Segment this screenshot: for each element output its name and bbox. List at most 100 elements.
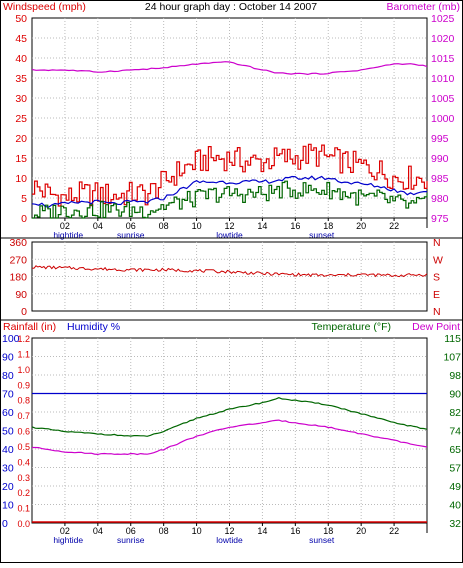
temp-x-tick-label: 20 — [356, 526, 366, 536]
temp-event-sunset: sunset — [309, 535, 335, 545]
wind-x-tick-label: 22 — [389, 221, 399, 231]
wind-x-tick-label: 04 — [93, 221, 103, 231]
temp-event-hightide: hightide — [53, 535, 83, 545]
wind-y-tick-label: 20 — [15, 133, 27, 145]
wind-gust-line — [31, 175, 427, 208]
temp-x-tick-label: 02 — [60, 526, 70, 536]
wind-y-tick-label: 40 — [15, 53, 27, 65]
wind-x-tick-label: 20 — [356, 221, 366, 231]
temp-x-tick-label: 12 — [224, 526, 234, 536]
baro-y-tick-label: 1005 — [431, 93, 455, 105]
temperature-y-tick-label: 115 — [444, 333, 461, 345]
temp-event-sunrise: sunrise — [117, 535, 145, 545]
wind-y-tick-label: 45 — [15, 33, 27, 45]
rainfall-y-tick-label: 0.5 — [17, 442, 30, 452]
wind-x-tick-label: 02 — [60, 221, 70, 231]
wind-x-tick-label: 16 — [290, 221, 300, 231]
direction-plot-frame — [31, 241, 428, 312]
temp-x-tick-label: 16 — [290, 526, 300, 536]
direction-y-tick-label: 180 — [9, 272, 27, 284]
rainfall-y-tick-label: 1.0 — [17, 365, 30, 375]
rainfall-y-tick-label: 0.7 — [17, 411, 30, 421]
compass-tick-label: W — [433, 254, 443, 266]
humidity-y-tick-label: 70 — [2, 389, 14, 401]
wind-y-tick-label: 25 — [15, 113, 27, 125]
wind-y-tick-label: 0 — [21, 213, 27, 225]
temperature-y-tick-label: 32 — [449, 518, 461, 530]
temperature-y-tick-label: 65 — [449, 444, 461, 456]
humidity-y-tick-label: 0 — [2, 518, 8, 530]
wind-event-sunrise: sunrise — [117, 230, 145, 240]
baro-y-tick-label: 985 — [431, 173, 449, 185]
compass-tick-label: S — [433, 272, 440, 284]
temperature-y-tick-label: 74 — [449, 426, 461, 438]
baro-y-tick-label: 1020 — [431, 33, 455, 45]
rainfall-y-tick-label: 0.6 — [17, 427, 30, 437]
humidity-y-tick-label: 20 — [2, 481, 14, 493]
rainfall-y-tick-label: 0.3 — [17, 473, 30, 483]
baro-y-tick-label: 990 — [431, 153, 449, 165]
humidity-axis-label: Humidity % — [67, 321, 120, 333]
humidity-y-tick-label: 30 — [2, 463, 14, 475]
wind-y-tick-label: 30 — [15, 93, 27, 105]
dewpoint-line — [32, 419, 428, 456]
wind-event-sunset: sunset — [309, 230, 335, 240]
humidity-y-tick-label: 80 — [2, 370, 14, 382]
dewpoint-axis-label: Dew Point — [412, 321, 460, 333]
temperature-y-tick-label: 49 — [449, 481, 461, 493]
compass-tick-label: N — [433, 306, 441, 318]
baro-y-tick-label: 1015 — [431, 53, 455, 65]
rainfall-y-tick-label: 0.0 — [17, 519, 30, 529]
baro-y-tick-label: 1025 — [431, 13, 455, 25]
wind-y-tick-label: 50 — [15, 13, 27, 25]
wind-event-lowtide: lowtide — [216, 230, 243, 240]
temperature-line — [31, 397, 428, 437]
baro-y-tick-label: 1000 — [431, 113, 455, 125]
windspeed-line — [32, 143, 428, 207]
temp-x-tick-label: 18 — [323, 526, 333, 536]
wind-y-tick-label: 5 — [21, 193, 27, 205]
temperature-y-tick-label: 57 — [449, 463, 461, 475]
humidity-y-tick-label: 90 — [2, 352, 14, 364]
baro-y-tick-label: 980 — [431, 193, 449, 205]
temp-x-tick-label: 22 — [389, 526, 399, 536]
direction-y-tick-label: 360 — [9, 237, 27, 249]
temperature-y-tick-label: 90 — [449, 389, 461, 401]
temp-x-tick-label: 06 — [126, 526, 136, 536]
direction-y-tick-label: 0 — [21, 306, 27, 318]
temperature-axis-label: Temperature (°F) — [312, 321, 391, 333]
temperature-y-tick-label: 40 — [449, 500, 461, 512]
rainfall-y-tick-label: 0.9 — [17, 380, 30, 390]
temp-x-tick-label: 10 — [192, 526, 202, 536]
temp-x-tick-label: 04 — [93, 526, 103, 536]
wind-direction-line — [31, 265, 428, 278]
wind-average-line — [32, 180, 428, 219]
chart-title: 24 hour graph day : October 14 2007 — [145, 1, 317, 13]
compass-tick-label: N — [433, 237, 441, 249]
wind-x-tick-label: 06 — [126, 221, 136, 231]
barometer-axis-label: Barometer (mb) — [386, 1, 460, 13]
compass-tick-label: E — [433, 289, 440, 301]
humidity-y-tick-label: 100 — [2, 333, 20, 345]
wind-y-tick-label: 10 — [15, 173, 27, 185]
wind-x-tick-label: 18 — [323, 221, 333, 231]
rainfall-y-tick-label: 1.1 — [17, 349, 30, 359]
direction-y-tick-label: 90 — [15, 289, 27, 301]
temperature-y-tick-label: 107 — [443, 352, 461, 364]
temperature-humidity-panel: 10090807060504030201001.21.11.00.90.80.7… — [0, 319, 463, 545]
humidity-y-tick-label: 40 — [2, 444, 14, 456]
windspeed-axis-label: Windspeed (mph) — [3, 1, 86, 13]
wind-x-tick-label: 08 — [159, 221, 169, 231]
rainfall-y-tick-label: 0.8 — [17, 396, 30, 406]
temperature-y-tick-label: 98 — [449, 370, 461, 382]
wind-barometer-panel: 5045403530252015105010251020101510101005… — [15, 13, 454, 240]
humidity-y-tick-label: 60 — [2, 407, 14, 419]
temp-x-tick-label: 08 — [159, 526, 169, 536]
baro-y-tick-label: 995 — [431, 133, 449, 145]
wind-y-tick-label: 35 — [15, 73, 27, 85]
temp-x-tick-label: 14 — [257, 526, 267, 536]
rainfall-axis-label: Rainfall (in) — [3, 321, 56, 333]
